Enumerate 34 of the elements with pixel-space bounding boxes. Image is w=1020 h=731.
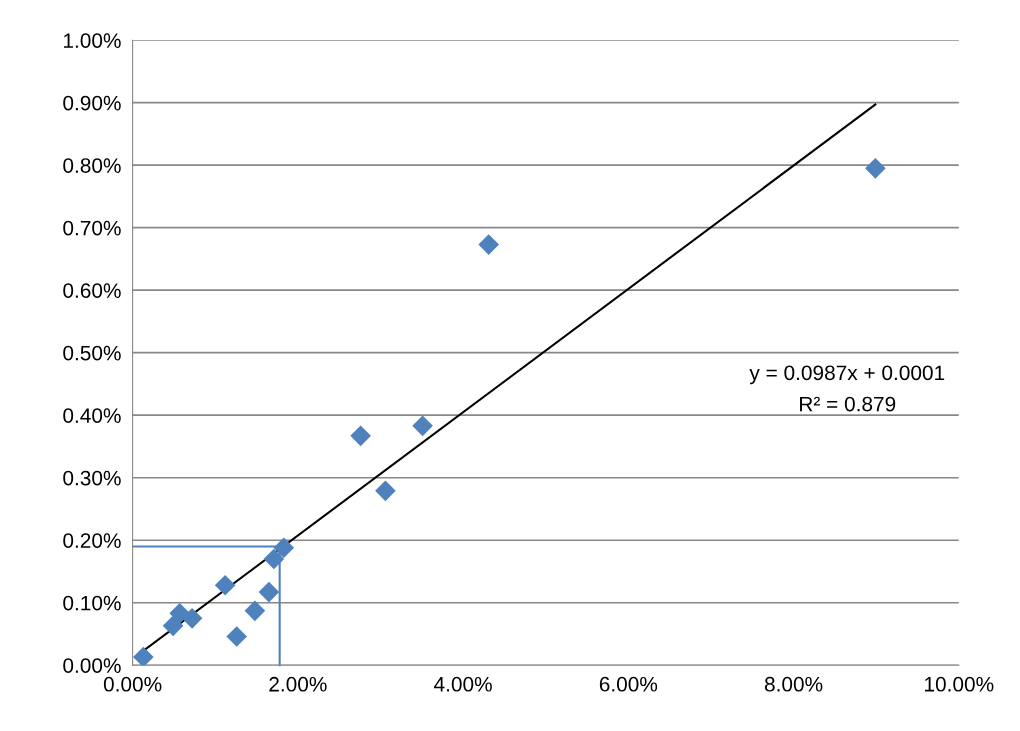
x-tick-label: 10.00% (925, 676, 994, 692)
point (181, 608, 203, 629)
x-tick-label: 0.00% (103, 676, 162, 692)
point (226, 626, 247, 647)
y-tick-label: 0.20% (63, 533, 121, 548)
y-tick-label: 0.00% (63, 658, 121, 673)
point (162, 615, 184, 637)
point (263, 548, 285, 570)
point (375, 480, 396, 502)
point (258, 581, 280, 603)
y-tick-label: 0.40% (63, 408, 121, 423)
point (169, 603, 190, 624)
y-tick-label: 0.80% (63, 158, 121, 173)
point (478, 234, 499, 255)
y-tick-label: 0.60% (63, 283, 121, 298)
y-tick-label: 0.10% (63, 595, 121, 611)
y-tick-label: 0.30% (63, 470, 121, 486)
x-tick-label: 6.00% (599, 676, 658, 692)
point (350, 425, 371, 447)
point (412, 415, 433, 437)
y-tick-label: 0.50% (63, 345, 121, 361)
annotation: R² = 0.879 (800, 396, 896, 412)
point (273, 537, 295, 559)
annotation: y = 0.0987x + 0.0001 (749, 365, 945, 385)
point (244, 600, 266, 622)
y-tick-label: 0.90% (63, 95, 121, 111)
x-tick-label: 8.00% (764, 676, 823, 692)
x-tick-label: 2.00% (269, 676, 327, 692)
point (133, 646, 154, 666)
point (865, 158, 886, 179)
y-tick-label: 0.70% (63, 220, 121, 236)
x-tick-label: 4.00% (434, 676, 492, 692)
y-tick-label: 1.00% (64, 33, 121, 48)
point (214, 574, 236, 596)
